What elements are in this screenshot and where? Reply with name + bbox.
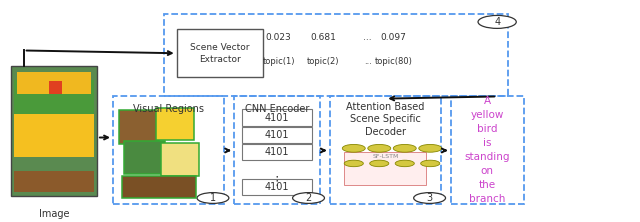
Bar xyxy=(14,80,94,114)
Circle shape xyxy=(344,160,364,167)
Text: 4101: 4101 xyxy=(265,130,289,140)
Text: 1: 1 xyxy=(210,193,216,203)
Text: 2: 2 xyxy=(305,193,312,203)
Bar xyxy=(14,171,94,192)
Bar xyxy=(122,176,196,198)
Bar xyxy=(243,109,312,126)
Circle shape xyxy=(420,160,440,167)
Circle shape xyxy=(419,145,442,152)
Circle shape xyxy=(292,193,324,203)
Bar xyxy=(330,96,441,204)
Bar xyxy=(11,66,97,196)
Bar xyxy=(161,143,199,176)
Bar xyxy=(119,111,159,144)
Bar xyxy=(234,96,320,204)
Circle shape xyxy=(413,193,445,203)
Circle shape xyxy=(478,16,516,28)
Text: 0.681: 0.681 xyxy=(310,33,336,42)
Bar xyxy=(113,96,225,204)
Text: ...: ... xyxy=(364,33,372,42)
Bar xyxy=(344,152,426,185)
Text: 4101: 4101 xyxy=(265,113,289,123)
Circle shape xyxy=(394,145,416,152)
Text: 0.097: 0.097 xyxy=(380,33,406,42)
Bar xyxy=(164,14,508,96)
Text: topic(80): topic(80) xyxy=(374,57,412,66)
Text: Image: Image xyxy=(38,209,69,219)
Text: 3: 3 xyxy=(426,193,433,203)
Text: ⋮: ⋮ xyxy=(271,175,284,188)
Text: 4101: 4101 xyxy=(265,147,289,157)
Text: SF-LSTM: SF-LSTM xyxy=(372,154,399,159)
Bar xyxy=(243,127,312,143)
Text: 4: 4 xyxy=(494,17,500,27)
Text: A
yellow
bird
is
standing
on
the
branch: A yellow bird is standing on the branch xyxy=(465,97,510,204)
Circle shape xyxy=(395,160,414,167)
Text: topic(1): topic(1) xyxy=(262,57,295,66)
Bar xyxy=(49,81,62,94)
Text: Visual Regions: Visual Regions xyxy=(133,104,204,114)
Bar xyxy=(243,144,312,160)
Text: topic(2): topic(2) xyxy=(307,57,339,66)
Text: Attention Based
Scene Specific
Decoder: Attention Based Scene Specific Decoder xyxy=(346,102,424,137)
Text: ...: ... xyxy=(364,57,372,66)
Text: CNN Encoder: CNN Encoder xyxy=(245,104,309,114)
Bar xyxy=(17,72,91,94)
Bar xyxy=(14,89,94,157)
Text: 0.023: 0.023 xyxy=(266,33,291,42)
Circle shape xyxy=(368,145,391,152)
Bar xyxy=(156,108,194,140)
Bar xyxy=(451,96,524,204)
Text: 4101: 4101 xyxy=(265,182,289,192)
Bar xyxy=(124,141,164,174)
Circle shape xyxy=(342,145,365,152)
Bar xyxy=(177,30,262,77)
Text: Scene Vector
Extractor: Scene Vector Extractor xyxy=(190,43,250,64)
Circle shape xyxy=(370,160,389,167)
Bar xyxy=(243,178,312,195)
Circle shape xyxy=(197,193,229,203)
